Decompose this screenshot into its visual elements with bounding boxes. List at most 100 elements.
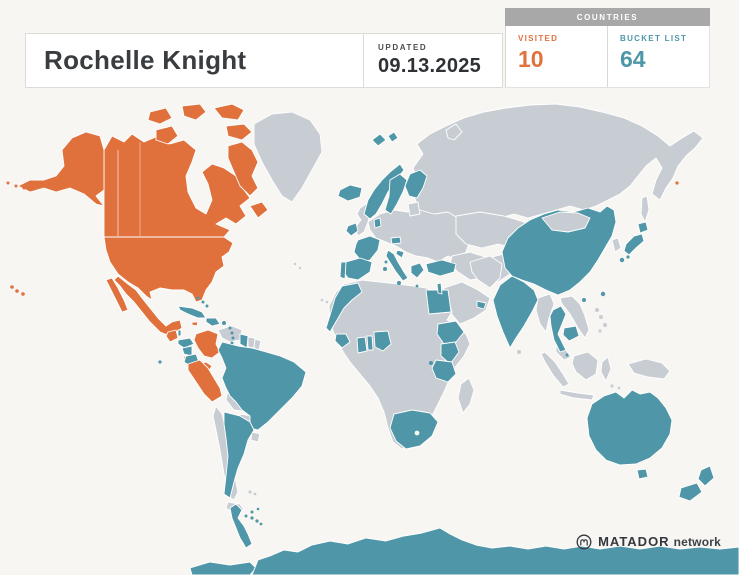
logo-suffix: network bbox=[673, 535, 721, 549]
map-region-philippines bbox=[603, 323, 607, 327]
map-region-baltics bbox=[407, 201, 421, 217]
map-region-timor bbox=[617, 386, 621, 390]
map-region-arctic-islands bbox=[155, 125, 179, 145]
map-region-iceland bbox=[337, 184, 363, 202]
map-region-india bbox=[492, 275, 539, 349]
page-title: Rochelle Knight bbox=[44, 45, 247, 75]
map-region-nigeria bbox=[373, 330, 392, 352]
map-region-timor bbox=[610, 384, 614, 388]
updated-label: UPDATED bbox=[378, 43, 428, 52]
map-region-aleutians bbox=[32, 187, 36, 191]
map-region-taiwan bbox=[600, 291, 606, 297]
map-region-sardinia bbox=[383, 267, 387, 271]
updated-date: 09.13.2025 bbox=[378, 55, 482, 77]
map-region-antarctic-islands bbox=[256, 507, 260, 511]
countries-bar-label: COUNTRIES bbox=[505, 8, 710, 26]
map-region-greece bbox=[410, 262, 425, 279]
map-region-lesser-antilles bbox=[228, 326, 232, 330]
map-region-brazil bbox=[217, 341, 307, 431]
map-region-guatemala bbox=[165, 329, 179, 343]
map-region-sierra-leone-liberia bbox=[334, 333, 351, 349]
visited-label: VISITED bbox=[518, 34, 559, 43]
map-region-korea bbox=[611, 237, 622, 253]
map-region-czechia bbox=[390, 236, 402, 245]
map-region-hawaii bbox=[21, 292, 25, 296]
map-region-falklands bbox=[248, 490, 252, 494]
countries-cells: VISITED 10 BUCKET LIST 64 bbox=[505, 26, 710, 88]
map-region-croatia bbox=[395, 249, 405, 259]
map-region-canaries bbox=[320, 298, 324, 302]
map-region-antarctic-islands bbox=[244, 514, 248, 518]
profile-header-box: Rochelle Knight UPDATED 09.13.2025 bbox=[25, 33, 503, 88]
map-region-arctic-islands bbox=[213, 103, 245, 121]
map-region-newfoundland bbox=[249, 201, 269, 219]
map-region-ghana bbox=[356, 336, 368, 354]
map-region-australia bbox=[586, 389, 673, 466]
map-region-tasmania bbox=[636, 468, 649, 480]
map-region-singapore bbox=[565, 353, 569, 357]
map-region-borneo bbox=[571, 351, 599, 381]
map-region-mongolia bbox=[541, 211, 591, 233]
map-region-nicaragua bbox=[181, 345, 193, 357]
map-region-japan bbox=[626, 255, 630, 259]
map-region-sumatra bbox=[540, 351, 570, 388]
map-region-bahamas bbox=[201, 300, 205, 304]
map-region-peru bbox=[187, 359, 223, 403]
map-region-pakistan bbox=[469, 255, 503, 289]
map-region-hawaii bbox=[15, 289, 19, 293]
map-region-colombia bbox=[193, 329, 221, 359]
map-region-japan bbox=[637, 221, 649, 234]
map-region-corsica bbox=[384, 260, 388, 264]
map-region-ireland bbox=[345, 222, 359, 237]
map-region-galapagos bbox=[158, 360, 162, 364]
map-region-antarctic-islands bbox=[250, 510, 254, 514]
bucket-list-label: BUCKET LIST bbox=[620, 34, 688, 43]
map-region-french-guiana bbox=[253, 338, 262, 351]
map-region-argentina bbox=[223, 411, 255, 499]
map-region-france bbox=[353, 235, 381, 263]
map-region-lesser-antilles bbox=[230, 331, 234, 335]
map-region-philippines bbox=[598, 329, 602, 333]
map-region-japan bbox=[619, 257, 625, 263]
map-region-china bbox=[501, 205, 617, 296]
map-region-honduras bbox=[177, 337, 195, 349]
map-region-aleutians bbox=[14, 184, 18, 188]
map-region-arctic-islands bbox=[181, 103, 207, 121]
map-region-puerto-rico bbox=[222, 321, 226, 325]
bucket-list-count: 64 bbox=[620, 46, 646, 72]
matador-logo-icon bbox=[576, 534, 592, 550]
map-region-togo-benin bbox=[366, 335, 374, 351]
map-region-hispaniola bbox=[205, 317, 221, 327]
map-region-new-zealand-south bbox=[678, 482, 703, 502]
map-region-baja-california bbox=[105, 277, 129, 313]
map-region-belize bbox=[177, 329, 182, 337]
map-region-uae bbox=[476, 300, 487, 310]
map-region-portugal bbox=[339, 261, 347, 280]
map-region-uruguay bbox=[250, 431, 261, 443]
map-region-cuba bbox=[177, 305, 207, 319]
map-region-canaries bbox=[325, 300, 329, 304]
map-region-lesser-antilles bbox=[230, 341, 234, 345]
bucket-list-stat: BUCKET LIST 64 bbox=[607, 26, 710, 87]
matador-network-logo: MATADOR network bbox=[576, 533, 721, 551]
map-region-aleutians bbox=[6, 181, 10, 185]
map-region-guyana bbox=[239, 333, 249, 349]
map-region-myanmar bbox=[535, 293, 555, 333]
map-region-south-georgia bbox=[255, 519, 259, 523]
map-region-new-guinea bbox=[627, 358, 671, 380]
map-region-azores bbox=[293, 262, 297, 266]
map-region-jamaica bbox=[191, 321, 199, 327]
map-region-sweden bbox=[384, 173, 408, 215]
map-region-north-pacific-island bbox=[675, 181, 679, 185]
map-region-sulawesi bbox=[600, 356, 612, 382]
map-region-turkey bbox=[425, 259, 457, 277]
map-region-sri-lanka bbox=[517, 350, 521, 354]
map-region-rwanda bbox=[429, 361, 433, 365]
map-region-svalbard bbox=[387, 131, 399, 143]
map-region-italy bbox=[385, 249, 409, 282]
map-region-arctic-islands bbox=[225, 123, 253, 141]
map-region-sakhalin bbox=[640, 195, 650, 223]
map-region-aleutians bbox=[22, 186, 26, 190]
